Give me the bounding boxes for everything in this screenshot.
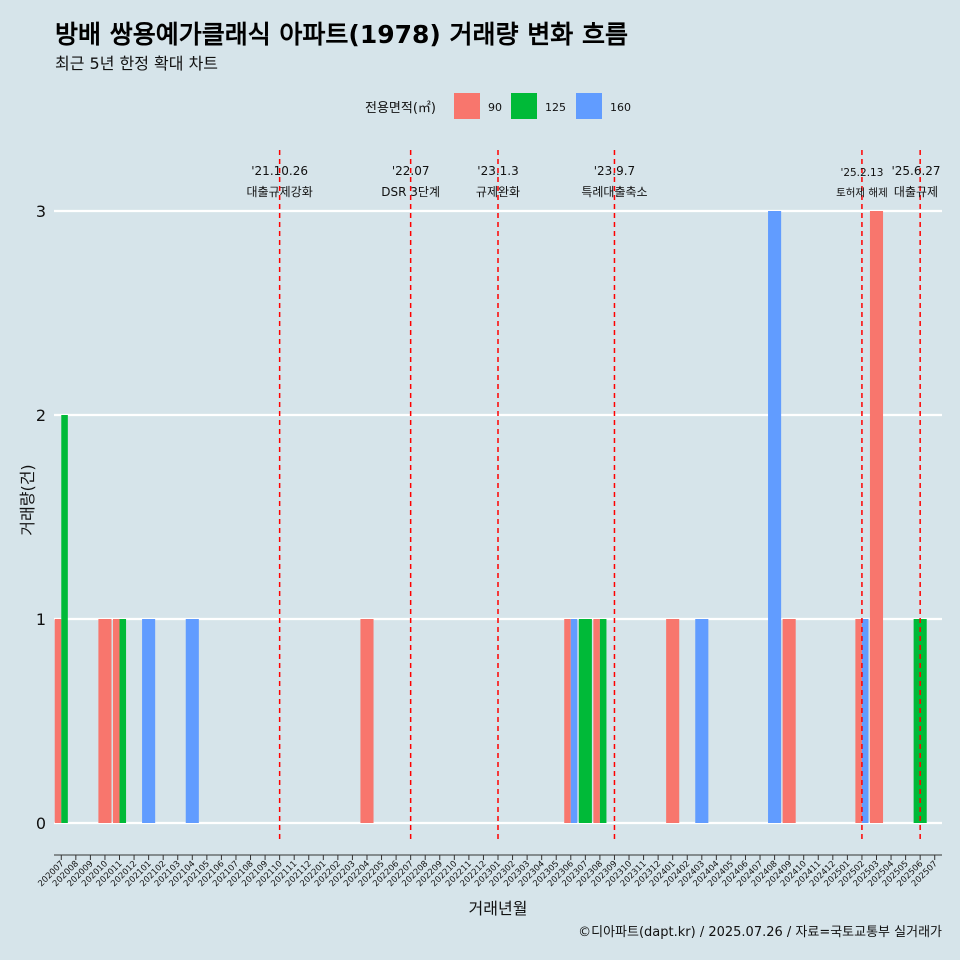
y-tick-label: 3 <box>36 202 46 221</box>
bar-202502-90 <box>855 619 862 823</box>
bar-202307-125 <box>578 619 592 823</box>
x-axis-label: 거래년월 <box>469 899 528 918</box>
x-axis: 2020072020082020092020102020112020122021… <box>36 854 942 889</box>
bar-202007-90 <box>54 619 62 823</box>
event-label: 규제완화 <box>476 185 520 199</box>
bar-202104-160 <box>185 619 199 823</box>
legend-label-90: 90 <box>488 101 502 114</box>
bar-202007-125 <box>61 415 68 823</box>
event-date: '25.6.27 <box>891 164 940 178</box>
event-date: '25.2.13 <box>840 167 883 179</box>
legend-label-160: 160 <box>610 101 631 114</box>
event-label: DSR 3단계 <box>381 185 440 199</box>
legend-key-125 <box>511 93 537 119</box>
bar-202306-160 <box>570 619 578 823</box>
bar-202308-90 <box>593 619 600 823</box>
bar-202010-90 <box>98 619 112 823</box>
event-label: 대출규제강화 <box>247 185 313 199</box>
chart-subtitle: 최근 5년 한정 확대 차트 <box>55 54 218 73</box>
bar-202408-160 <box>768 211 782 823</box>
y-tick-label: 0 <box>36 814 46 833</box>
bar-202011-125 <box>119 619 127 823</box>
legend-title: 전용면적(㎡) <box>365 101 436 116</box>
bar-202401-90 <box>666 619 680 823</box>
bar-202306-90 <box>564 619 571 823</box>
event-date: '22.07 <box>392 164 430 178</box>
y-axis: 0 1 2 3 <box>36 202 46 833</box>
bar-202204-90 <box>360 619 374 823</box>
caption: ©디아파트(dapt.kr) / 2025.07.26 / 자료=국토교통부 실… <box>578 925 942 940</box>
legend: 전용면적(㎡) 90 125 160 <box>365 93 631 119</box>
event-label: 토허제 해제 <box>836 186 888 199</box>
legend-label-125: 125 <box>545 101 566 114</box>
bar-202011-90 <box>112 619 120 823</box>
y-axis-label: 거래량(건) <box>18 464 37 535</box>
event-date: '23.9.7 <box>594 164 635 178</box>
event-label: 특례대출축소 <box>581 185 647 199</box>
event-label: 대출규제 <box>894 185 938 199</box>
y-tick-label: 2 <box>36 406 46 425</box>
bar-202502-160 <box>861 619 869 823</box>
bar-202503-90 <box>869 211 884 823</box>
event-date: '21.10.26 <box>251 164 308 178</box>
events: '21.10.26 대출규제강화 '22.07 DSR 3단계 '23.1.3 규제완화 '… <box>247 150 941 842</box>
bar-202101-160 <box>142 619 156 823</box>
bar-202308-125 <box>599 619 607 823</box>
event-date: '23.1.3 <box>477 164 518 178</box>
chart-title: 방배 쌍용예가클래식 아파트(1978) 거래량 변화 흐름 <box>55 20 628 49</box>
legend-key-90 <box>454 93 480 119</box>
bar-202403-160 <box>695 619 709 823</box>
bars <box>54 211 927 823</box>
legend-key-160 <box>576 93 602 119</box>
bar-202409-90 <box>782 619 796 823</box>
y-tick-label: 1 <box>36 610 46 629</box>
